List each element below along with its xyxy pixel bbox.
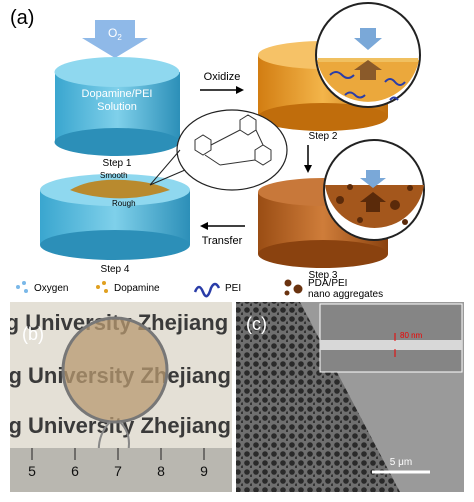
shape <box>402 219 408 225</box>
step-label: Step 3 <box>309 270 338 281</box>
shape <box>293 284 303 294</box>
thickness-label: 80 nm <box>400 331 423 340</box>
cylinder-top <box>54 57 180 87</box>
solution-label: Dopamine/PEI <box>82 88 153 100</box>
scale-label: 5 μm <box>390 457 412 468</box>
shape <box>390 200 400 210</box>
legend-label: PEI <box>225 283 241 294</box>
legend-label: Dopamine <box>114 283 160 294</box>
legend-label: PDA/PEI <box>308 278 347 289</box>
solution-label: Solution <box>97 101 137 113</box>
step-label: Step 2 <box>309 131 338 142</box>
oxygen-label: O2 <box>108 26 122 42</box>
legend: Oxygen Dopamine PEI PDA/PEI nano aggrega… <box>16 278 383 300</box>
panel-label: (a) <box>10 7 34 29</box>
molecule <box>194 114 272 166</box>
photo: ang University Zhejiang ng University Zh… <box>10 302 232 492</box>
step-label: Step 4 <box>101 264 130 275</box>
shape <box>16 281 28 293</box>
molecule-inset <box>176 109 288 191</box>
diffusion-arrow <box>360 192 386 212</box>
ruler <box>10 448 232 492</box>
shape <box>96 281 108 293</box>
surface-label: Rough <box>112 199 136 208</box>
shape <box>24 289 28 293</box>
cylinder-base <box>54 128 180 156</box>
inset-pointer <box>149 149 186 186</box>
shape <box>16 285 20 289</box>
ruler-number: 6 <box>71 463 79 479</box>
shape <box>284 279 303 296</box>
nano-aggregates <box>336 184 413 225</box>
liquid <box>317 60 419 102</box>
shape <box>284 279 292 287</box>
arrow-label: Oxidize <box>204 71 241 83</box>
shape <box>104 289 108 293</box>
arrow-head <box>304 165 312 173</box>
ruler-number: 7 <box>114 463 122 479</box>
oxygen-symbol: O <box>108 26 117 40</box>
diffusion-arrow <box>354 60 382 80</box>
step-label: Step 1 <box>103 158 132 169</box>
panel-label: (b) <box>22 324 44 344</box>
sem-inset <box>319 303 463 373</box>
oxygen-arrow <box>354 28 382 50</box>
ruler-ticks <box>31 448 205 460</box>
legend-label: nano aggregates <box>308 289 383 300</box>
panel-label: (c) <box>246 314 267 334</box>
cylinder-base <box>40 230 190 260</box>
arrow-label: Transfer <box>202 235 243 247</box>
oxygen-arrow <box>360 170 386 188</box>
membrane <box>61 316 169 424</box>
oxygen-arrow <box>82 20 148 58</box>
arrow-head <box>200 222 208 230</box>
shape <box>284 290 290 296</box>
legend-label: Oxygen <box>34 283 68 294</box>
shape <box>102 281 106 285</box>
cylinder-base <box>258 240 388 268</box>
film-layer <box>320 340 462 350</box>
surface-label: Smooth <box>100 171 128 180</box>
ruler-number: 8 <box>157 463 165 479</box>
shape <box>347 184 353 190</box>
pei-chains <box>329 71 406 101</box>
shape: 5 6 7 8 9 <box>28 463 208 479</box>
shape <box>193 282 221 298</box>
ruler-number: 9 <box>200 463 208 479</box>
oxygen-subscript: 2 <box>117 33 122 42</box>
shape <box>336 196 344 204</box>
film <box>70 179 170 199</box>
shape <box>407 185 413 191</box>
shape <box>22 281 26 285</box>
shape <box>96 285 100 289</box>
arrow-head <box>236 86 244 94</box>
shape <box>357 217 363 223</box>
ruler-number: 5 <box>28 463 36 479</box>
cylinder-base <box>258 103 388 131</box>
